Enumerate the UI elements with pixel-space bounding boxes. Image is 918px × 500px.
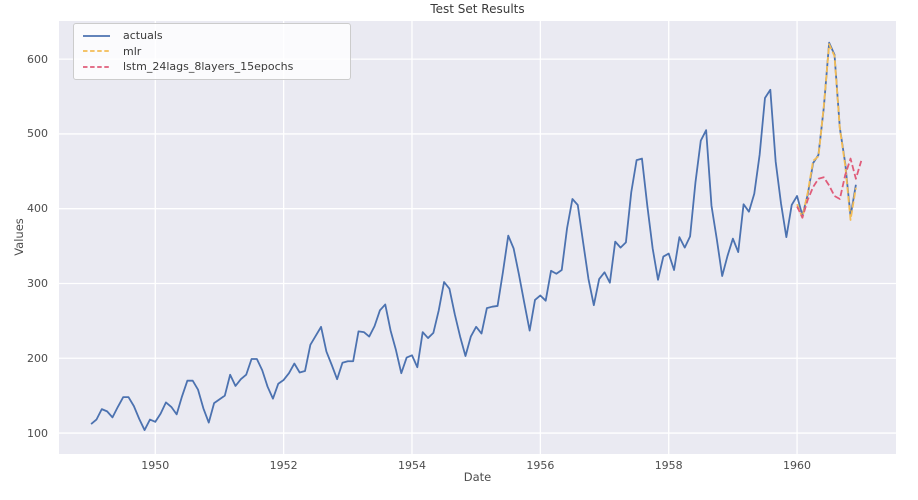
legend-item-label: mlr bbox=[123, 44, 142, 58]
series-line-lstm_24lags_8layers_15epochs bbox=[796, 157, 863, 219]
x-tick-label: 1952 bbox=[269, 459, 298, 472]
x-tick-label: 1950 bbox=[141, 459, 170, 472]
y-tick-label: 400 bbox=[27, 202, 48, 216]
legend-item: lstm_24lags_8layers_15epochs bbox=[83, 59, 350, 75]
y-tick-label: 200 bbox=[27, 351, 48, 365]
plot-background bbox=[59, 21, 896, 454]
legend-item: actuals bbox=[83, 28, 350, 44]
legend-line-swatch-icon bbox=[83, 65, 110, 68]
y-tick-label: 100 bbox=[27, 426, 48, 440]
y-axis-label: Values bbox=[12, 218, 26, 256]
y-tick-label: 600 bbox=[27, 52, 48, 66]
legend-item-label: lstm_24lags_8layers_15epochs bbox=[123, 60, 294, 74]
legend-item: mlr bbox=[83, 44, 350, 60]
legend-item-label: actuals bbox=[123, 29, 163, 43]
y-tick-label: 500 bbox=[27, 127, 48, 141]
x-axis-label: Date bbox=[463, 470, 492, 484]
chart-title: Test Set Results bbox=[430, 2, 525, 16]
x-tick-label: 1960 bbox=[783, 459, 812, 472]
y-tick-label: 300 bbox=[27, 276, 48, 290]
x-tick-label: 1956 bbox=[526, 459, 555, 472]
legend-line-swatch-icon bbox=[83, 34, 110, 37]
x-tick-label: 1958 bbox=[654, 459, 683, 472]
series-line-actuals bbox=[90, 41, 857, 431]
legend: actuals mlr lstm_24lags_8layers_15epochs bbox=[73, 23, 351, 80]
x-tick-label: 1954 bbox=[397, 459, 426, 472]
legend-line-swatch-icon bbox=[83, 50, 110, 53]
